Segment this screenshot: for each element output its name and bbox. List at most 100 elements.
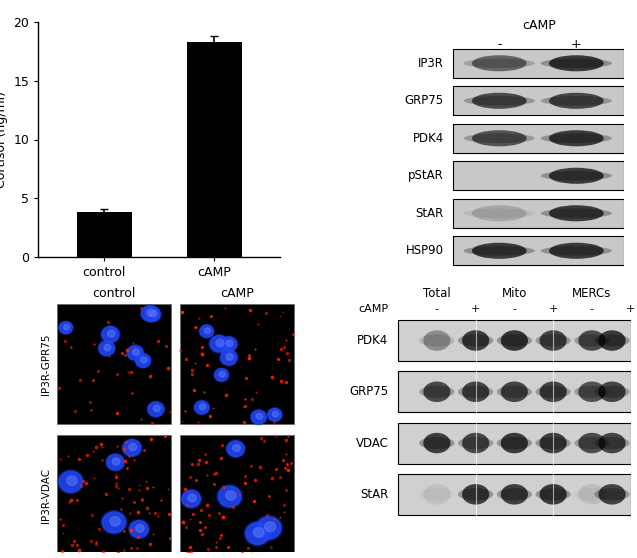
- Point: [283, 432, 293, 441]
- Circle shape: [57, 470, 84, 494]
- Point: [281, 436, 291, 445]
- Text: cAMP: cAMP: [220, 287, 254, 300]
- Point: [150, 508, 160, 517]
- Point: [128, 339, 138, 348]
- Point: [197, 349, 208, 358]
- Point: [87, 537, 97, 546]
- Ellipse shape: [458, 334, 493, 347]
- Ellipse shape: [536, 386, 571, 398]
- Point: [216, 531, 226, 540]
- Circle shape: [140, 305, 160, 323]
- Ellipse shape: [536, 334, 571, 347]
- Point: [122, 464, 132, 473]
- Point: [87, 511, 97, 520]
- Ellipse shape: [472, 55, 527, 71]
- Circle shape: [221, 337, 237, 351]
- Point: [279, 508, 289, 517]
- Circle shape: [244, 521, 271, 546]
- Point: [191, 475, 201, 484]
- Point: [98, 548, 108, 557]
- Point: [160, 432, 170, 441]
- Point: [115, 504, 125, 513]
- Circle shape: [136, 525, 144, 532]
- Text: StAR: StAR: [361, 488, 389, 501]
- Point: [186, 547, 196, 556]
- Ellipse shape: [458, 437, 493, 449]
- Ellipse shape: [540, 484, 567, 504]
- Circle shape: [218, 486, 241, 507]
- Circle shape: [107, 454, 124, 470]
- Point: [255, 434, 266, 442]
- Text: VDAC: VDAC: [355, 436, 389, 450]
- Ellipse shape: [464, 209, 535, 218]
- Point: [261, 309, 271, 318]
- Point: [90, 442, 101, 451]
- Point: [190, 359, 201, 368]
- Ellipse shape: [462, 330, 489, 351]
- Ellipse shape: [497, 334, 532, 347]
- Circle shape: [194, 400, 210, 415]
- Circle shape: [59, 471, 82, 492]
- Point: [200, 449, 210, 458]
- Point: [103, 318, 113, 326]
- Point: [133, 508, 143, 517]
- Point: [197, 530, 207, 538]
- Ellipse shape: [578, 330, 605, 351]
- Point: [281, 335, 291, 344]
- Point: [97, 455, 108, 464]
- Text: cAMP: cAMP: [359, 304, 389, 314]
- Bar: [57, 435, 171, 555]
- Circle shape: [220, 349, 238, 366]
- Point: [147, 419, 157, 428]
- Point: [94, 525, 104, 533]
- Circle shape: [129, 444, 137, 451]
- Point: [88, 376, 98, 384]
- Point: [211, 542, 222, 551]
- Point: [134, 485, 144, 494]
- Ellipse shape: [541, 171, 612, 181]
- Circle shape: [267, 407, 283, 422]
- Circle shape: [122, 439, 142, 457]
- Ellipse shape: [599, 382, 626, 402]
- Point: [111, 369, 122, 378]
- Point: [113, 483, 124, 492]
- Point: [269, 514, 279, 523]
- Text: PDK4: PDK4: [413, 132, 444, 145]
- Point: [104, 351, 114, 360]
- Point: [278, 307, 289, 316]
- Ellipse shape: [458, 386, 493, 398]
- Circle shape: [59, 322, 73, 334]
- Ellipse shape: [497, 437, 532, 449]
- Circle shape: [148, 402, 164, 416]
- Point: [111, 441, 122, 450]
- Point: [136, 304, 146, 312]
- Point: [247, 394, 257, 403]
- Point: [58, 528, 68, 537]
- Text: Mito: Mito: [502, 287, 527, 300]
- Point: [180, 484, 190, 493]
- Ellipse shape: [424, 330, 450, 351]
- Bar: [453, 199, 624, 228]
- Point: [122, 368, 132, 377]
- Ellipse shape: [578, 484, 605, 504]
- Circle shape: [209, 334, 229, 353]
- Bar: [57, 304, 171, 424]
- Point: [283, 466, 294, 475]
- Ellipse shape: [549, 55, 604, 71]
- Ellipse shape: [464, 96, 535, 105]
- Point: [188, 510, 198, 519]
- Point: [75, 375, 85, 384]
- Circle shape: [129, 521, 148, 538]
- Ellipse shape: [424, 484, 450, 504]
- Ellipse shape: [424, 433, 450, 453]
- Point: [281, 486, 291, 495]
- Ellipse shape: [549, 205, 604, 222]
- Circle shape: [257, 517, 281, 539]
- Point: [275, 473, 285, 482]
- Bar: [453, 49, 624, 78]
- Point: [59, 336, 69, 345]
- Ellipse shape: [419, 386, 455, 398]
- Circle shape: [204, 328, 210, 333]
- Point: [251, 388, 261, 397]
- Point: [187, 369, 197, 378]
